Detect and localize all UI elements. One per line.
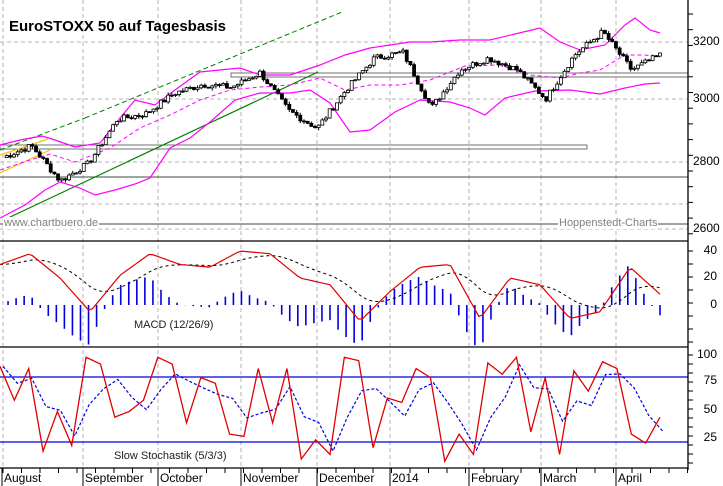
month-label: October xyxy=(160,471,203,485)
month-label: February xyxy=(471,471,520,485)
price-tick-label: 2800 xyxy=(693,154,720,168)
watermark-right: Hoppenstedt-Charts xyxy=(558,217,659,229)
stochastic-panel xyxy=(0,355,688,464)
macd-tick-label: 20 xyxy=(703,269,717,283)
stoch-tick-label: 100 xyxy=(696,347,717,361)
macd-tick-label: 0 xyxy=(710,297,717,311)
stoch-tick-label: 50 xyxy=(703,402,717,416)
macd-label: MACD (12/26/9) xyxy=(134,319,214,331)
stochastic-label: Slow Stochastik (5/3/3) xyxy=(114,450,227,462)
chart-title: EuroSTOXX 50 auf Tagesbasis xyxy=(9,18,227,35)
month-label: 2014 xyxy=(392,471,419,485)
macd-panel xyxy=(0,250,661,346)
axes-frame xyxy=(0,0,693,486)
month-label: December xyxy=(319,471,375,485)
grid xyxy=(0,0,688,468)
month-label: April xyxy=(618,471,643,485)
month-label: March xyxy=(543,471,577,485)
stoch-tick-label: 75 xyxy=(703,373,717,387)
watermark-left: www.chartbuero.de xyxy=(3,217,100,229)
price-tick-label: 2600 xyxy=(693,221,720,235)
macd-tick-label: 40 xyxy=(703,243,717,257)
month-label: August xyxy=(4,471,42,485)
price-tick-label: 3200 xyxy=(693,34,720,48)
price-panel xyxy=(0,11,689,225)
stoch-tick-label: 25 xyxy=(703,430,717,444)
month-label: September xyxy=(85,471,144,485)
price-tick-label: 3000 xyxy=(693,91,720,105)
month-label: November xyxy=(243,471,299,485)
